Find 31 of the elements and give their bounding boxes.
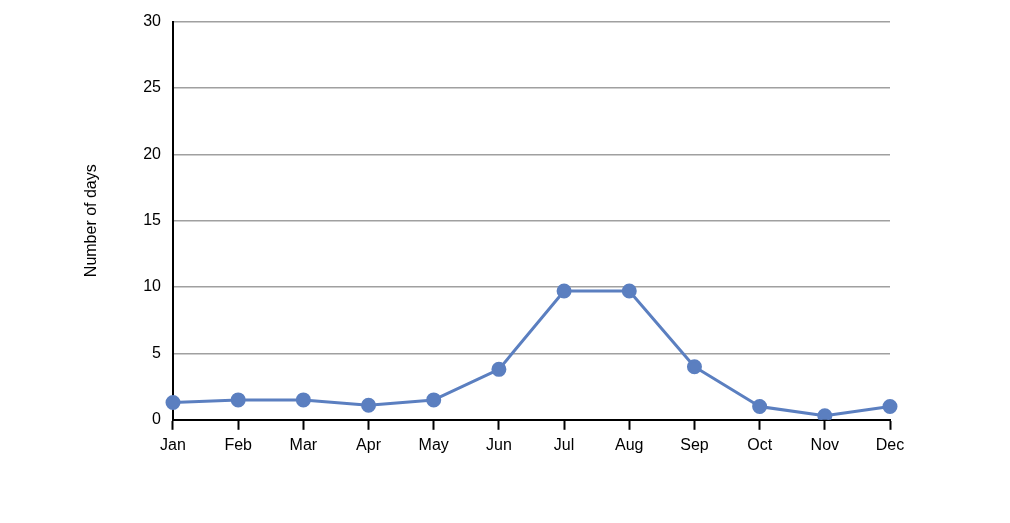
x-tick-label: Dec [875, 435, 905, 453]
y-tick-label: 20 [143, 144, 162, 162]
point [752, 399, 768, 415]
x-tick-label: Sep [680, 435, 709, 453]
point [882, 399, 898, 415]
point [426, 392, 442, 408]
point [556, 283, 572, 299]
x-tick-label: Apr [356, 435, 382, 453]
y-tick-label: 30 [143, 12, 162, 30]
y-tick-label: 0 [152, 410, 162, 428]
point [295, 392, 311, 408]
y-tick-label: 10 [143, 277, 162, 295]
y-tick-label: 15 [143, 211, 162, 229]
y-axis-title: Number of days [82, 164, 100, 278]
x-tick-label: Feb [224, 435, 253, 453]
x-tick-label: May [418, 435, 449, 453]
point [361, 397, 377, 413]
x-tick-label: Jun [486, 435, 512, 453]
point [230, 392, 246, 408]
point [621, 283, 637, 299]
x-tick-label: Mar [289, 435, 318, 453]
point [165, 395, 181, 411]
y-tick-label: 5 [152, 343, 162, 361]
y-tick-label: 25 [143, 78, 162, 96]
point [686, 359, 702, 375]
x-tick-label: Jul [553, 435, 575, 453]
x-tick-label: Aug [615, 435, 644, 453]
x-tick-label: Jan [160, 435, 186, 453]
point [491, 361, 507, 377]
x-tick-label: Nov [810, 435, 840, 453]
x-tick-label: Oct [747, 435, 773, 453]
